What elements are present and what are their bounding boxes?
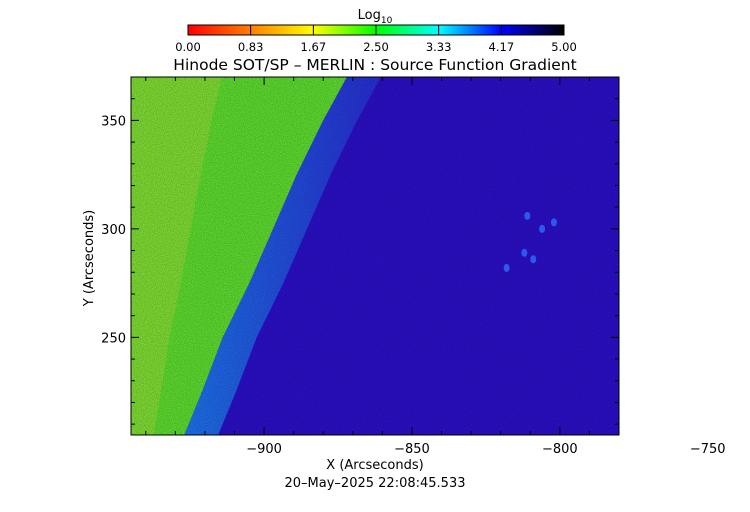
timestamp: 20–May–2025 22:08:45.533 (285, 476, 466, 491)
disk-feature (530, 255, 537, 264)
image-texture (131, 77, 619, 435)
disk-feature (503, 263, 510, 272)
chart-title: Hinode SOT/SP – MERLIN : Source Function… (173, 56, 576, 74)
y-tick-label: 250 (101, 331, 126, 346)
y-tick-label: 350 (101, 114, 126, 129)
y-tick-label: 300 (101, 223, 126, 238)
colorbar-label: Log10 (358, 8, 393, 26)
x-tick-label: −800 (542, 442, 578, 457)
colorbar-tick-label: 0.83 (238, 40, 264, 54)
disk-feature (539, 224, 546, 233)
colorbar-tick-label: 3.33 (426, 40, 452, 54)
disk-feature (521, 248, 528, 257)
solar-image (131, 77, 619, 435)
colorbar-tick-label: 2.50 (363, 40, 389, 54)
x-tick-label: −900 (246, 442, 282, 457)
disk-feature (550, 218, 557, 227)
colorbar-tick-label: 0.00 (175, 40, 201, 54)
x-tick-label: −850 (394, 442, 430, 457)
colorbar-tick-label: 5.00 (551, 40, 577, 54)
disk-feature (524, 211, 531, 220)
x-tick-label: −750 (690, 442, 726, 457)
x-axis-label: X (Arcseconds) (326, 458, 423, 473)
plot-area: −900 −850 −800 −750 250 300 350 (101, 76, 726, 457)
y-axis-label: Y (Arcseconds) (82, 210, 97, 307)
colorbar-tick-label: 4.17 (489, 40, 515, 54)
colorbar-tick-label: 1.67 (301, 40, 327, 54)
colorbar: Log10 0.00 0.83 1.67 2.50 3.33 4.17 5.00 (175, 8, 577, 54)
plot-frame (130, 76, 620, 436)
